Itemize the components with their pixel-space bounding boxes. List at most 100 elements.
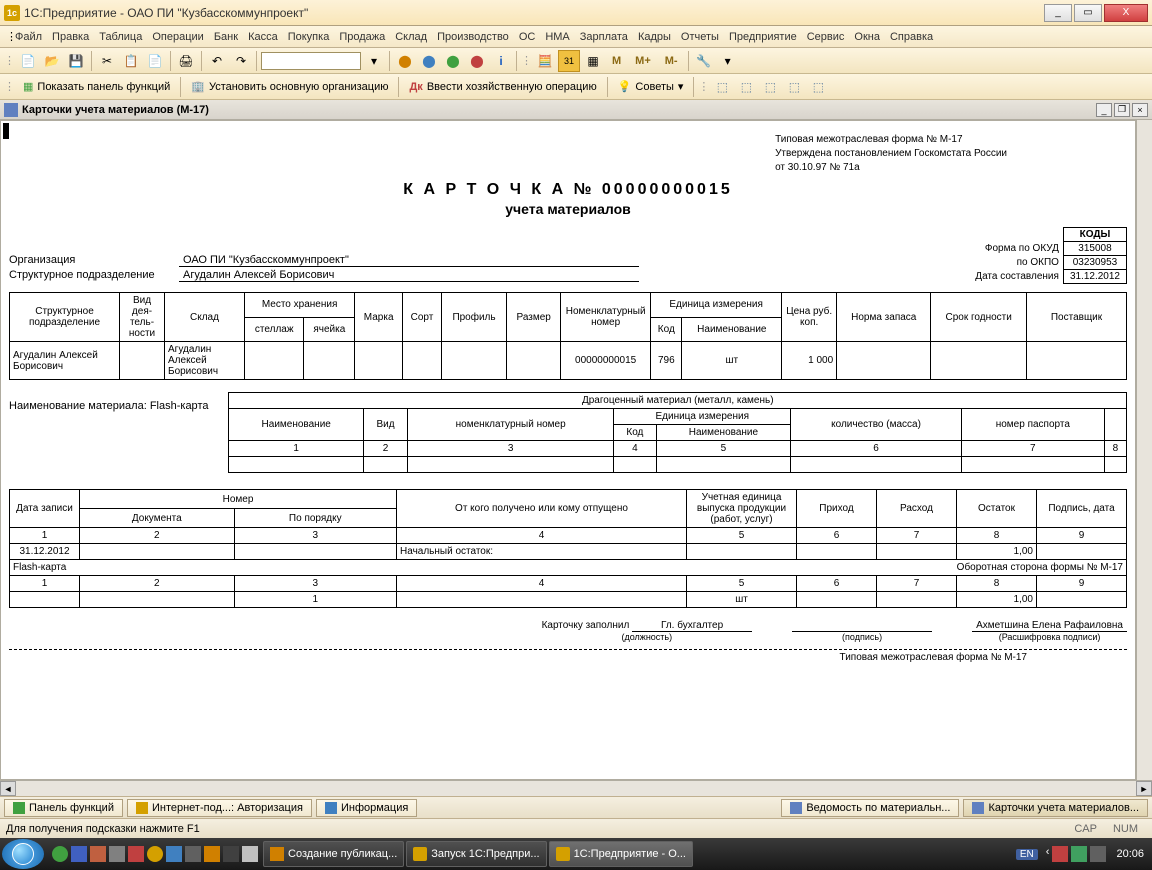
task-button[interactable]: Запуск 1С:Предпри...: [406, 841, 546, 867]
ql-icon[interactable]: [90, 846, 106, 862]
tab-panel-functions[interactable]: Панель функций: [4, 799, 123, 817]
grid-icon[interactable]: ▦: [582, 50, 604, 72]
nav1-icon[interactable]: ⬚: [711, 76, 733, 98]
window-tabs: Панель функций Интернет-под...: Авториза…: [0, 796, 1152, 818]
set-org-button[interactable]: 🏢Установить основную организацию: [185, 78, 394, 95]
windows-taskbar: Создание публикац... Запуск 1С:Предпри..…: [0, 838, 1152, 870]
maximize-button[interactable]: ▭: [1074, 4, 1102, 22]
tab-vedomost[interactable]: Ведомость по материальн...: [781, 799, 959, 817]
print-icon[interactable]: 🖨: [175, 50, 197, 72]
tray-expand-icon[interactable]: ‹: [1046, 846, 1050, 862]
language-indicator[interactable]: EN: [1016, 849, 1038, 860]
menu-os[interactable]: ОС: [514, 29, 541, 45]
menu-help[interactable]: Справка: [885, 29, 938, 45]
menu-windows[interactable]: Окна: [849, 29, 885, 45]
status-bar: Для получения подсказки нажмите F1 CAP N…: [0, 818, 1152, 838]
nav4-icon[interactable]: ⬚: [783, 76, 805, 98]
num-indicator: NUM: [1105, 823, 1146, 835]
save-icon[interactable]: 💾: [65, 50, 87, 72]
vertical-scrollbar[interactable]: [1136, 120, 1152, 780]
clock[interactable]: 20:06: [1110, 848, 1150, 860]
enter-op-button[interactable]: ДкВвести хозяйственную операцию: [403, 79, 602, 95]
task-button[interactable]: Создание публикац...: [263, 841, 404, 867]
help-icon[interactable]: i: [490, 50, 512, 72]
tray-icon[interactable]: [1071, 846, 1087, 862]
tray-icon[interactable]: [1052, 846, 1068, 862]
search-input[interactable]: [261, 52, 361, 70]
document-area: Типовая межотраслевая форма № М-17 Утвер…: [0, 120, 1136, 780]
menu-table[interactable]: Таблица: [94, 29, 147, 45]
title-bar: 1c 1С:Предприятие - ОАО ПИ "Кузбасскомму…: [0, 0, 1152, 26]
ql-icon[interactable]: [166, 846, 182, 862]
nav3-icon[interactable]: ⬚: [759, 76, 781, 98]
dropdown-icon[interactable]: ▾: [717, 50, 739, 72]
ql-icon[interactable]: [185, 846, 201, 862]
movement-table: Дата записи Номер От кого получено или к…: [9, 489, 1127, 608]
start-button[interactable]: [2, 839, 44, 869]
window-title: 1С:Предприятие - ОАО ПИ "Кузбасскоммунпр…: [24, 6, 1044, 20]
tab-info[interactable]: Информация: [316, 799, 417, 817]
horizontal-scrollbar[interactable]: ◄►: [0, 780, 1152, 796]
menu-purchase[interactable]: Покупка: [283, 29, 335, 45]
doc-subtitle: учета материалов: [9, 201, 1127, 217]
zoom-m[interactable]: M: [606, 53, 627, 69]
task-button[interactable]: 1С:Предприятие - О...: [549, 841, 693, 867]
calc-icon[interactable]: 🧮: [534, 50, 556, 72]
menu-kassa[interactable]: Касса: [243, 29, 283, 45]
nav2-icon[interactable]: ⬚: [735, 76, 757, 98]
open-icon[interactable]: 📂: [41, 50, 63, 72]
menu-file[interactable]: Файл: [10, 29, 47, 45]
undo-icon[interactable]: ↶: [206, 50, 228, 72]
sub-restore-button[interactable]: ❐: [1114, 103, 1130, 117]
menu-operations[interactable]: Операции: [147, 29, 208, 45]
cut-icon[interactable]: ✂: [96, 50, 118, 72]
zoom-mplus[interactable]: M+: [629, 53, 657, 69]
menu-warehouse[interactable]: Склад: [390, 29, 432, 45]
menu-salary[interactable]: Зарплата: [575, 29, 633, 45]
menu-production[interactable]: Производство: [432, 29, 514, 45]
ql-icon[interactable]: [109, 846, 125, 862]
nav5-icon[interactable]: ⬚: [807, 76, 829, 98]
ql-icon[interactable]: [204, 846, 220, 862]
material-name-label: Наименование материала: Flash-карта: [9, 400, 208, 412]
zoom-mminus[interactable]: M-: [659, 53, 684, 69]
tool3-icon[interactable]: ⬤: [442, 50, 464, 72]
ql-icon[interactable]: [71, 846, 87, 862]
new-icon[interactable]: 📄: [17, 50, 39, 72]
close-button[interactable]: X: [1104, 4, 1148, 22]
menu-nma[interactable]: НМА: [540, 29, 574, 45]
tool2-icon[interactable]: ⬤: [418, 50, 440, 72]
tool-icon[interactable]: ⬤: [394, 50, 416, 72]
menu-sale[interactable]: Продажа: [334, 29, 390, 45]
redo-icon[interactable]: ↷: [230, 50, 252, 72]
cursor-cell: [3, 123, 9, 139]
ql-icon[interactable]: [128, 846, 144, 862]
sub-close-button[interactable]: ×: [1132, 103, 1148, 117]
calendar-icon[interactable]: 31: [558, 50, 580, 72]
menu-hr[interactable]: Кадры: [633, 29, 676, 45]
paste-icon[interactable]: 📄: [144, 50, 166, 72]
sub-min-button[interactable]: _: [1096, 103, 1112, 117]
settings-icon[interactable]: 🔧: [693, 50, 715, 72]
ql-icon[interactable]: [223, 846, 239, 862]
ql-icon[interactable]: [52, 846, 68, 862]
ql-icon[interactable]: [242, 846, 258, 862]
menu-reports[interactable]: Отчеты: [676, 29, 724, 45]
search-dropdown-icon[interactable]: ▾: [363, 50, 385, 72]
menu-enterprise[interactable]: Предприятие: [724, 29, 802, 45]
tab-internet[interactable]: Интернет-под...: Авторизация: [127, 799, 312, 817]
tips-button[interactable]: 💡Советы▾: [612, 78, 690, 95]
copy-icon[interactable]: 📋: [120, 50, 142, 72]
tray-icon[interactable]: [1090, 846, 1106, 862]
minimize-button[interactable]: _: [1044, 4, 1072, 22]
tab-kartochki[interactable]: Карточки учета материалов...: [963, 799, 1148, 817]
menu-edit[interactable]: Правка: [47, 29, 94, 45]
menu-bank[interactable]: Банк: [209, 29, 243, 45]
doc-title: К А Р Т О Ч К А № 00000000015: [9, 181, 1127, 199]
table-row: 31.12.2012Начальный остаток:1,00: [10, 544, 1127, 560]
menu-service[interactable]: Сервис: [802, 29, 850, 45]
ql-icon[interactable]: [147, 846, 163, 862]
show-panel-button[interactable]: ▦Показать панель функций: [17, 78, 176, 95]
org-label: Организация: [9, 254, 179, 266]
tool4-icon[interactable]: ⬤: [466, 50, 488, 72]
